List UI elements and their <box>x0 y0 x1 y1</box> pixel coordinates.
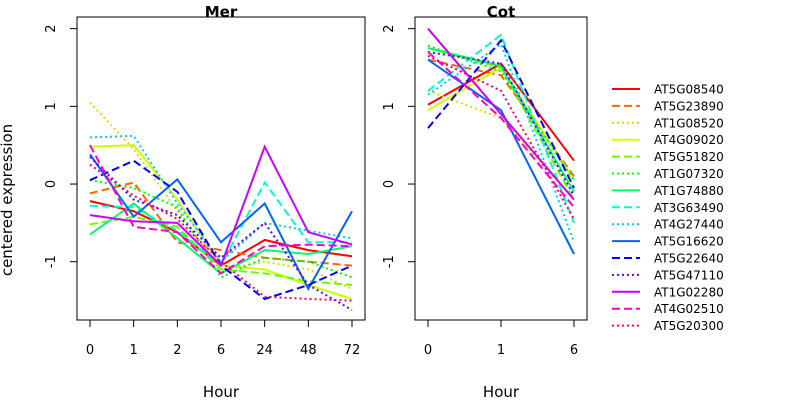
panel-title-cot: Cot <box>487 3 515 21</box>
legend-label: AT1G02280 <box>654 285 724 299</box>
series-line-at5g20300 <box>427 54 575 220</box>
series-line-at3g63490 <box>427 33 575 224</box>
panel-mer: Mer 0 1 2 6 24 48 72 -1 0 1 2 Hour <box>44 3 366 401</box>
x-tick-label: 48 <box>300 343 317 358</box>
series-line-at5g51820 <box>89 215 353 286</box>
y-tick-label: 1 <box>44 102 59 110</box>
series-line-at1g74880 <box>427 47 575 193</box>
series-line-at5g22640 <box>427 38 575 189</box>
legend-label: AT5G22640 <box>654 252 724 266</box>
legend-label: AT4G02510 <box>654 302 724 316</box>
x-tick-label: 1 <box>130 343 138 358</box>
series-line-at5g22640 <box>89 159 353 301</box>
legend-label: AT5G47110 <box>654 268 724 282</box>
series-line-at1g02280 <box>89 144 353 268</box>
series-line-at4g27440 <box>89 134 353 264</box>
y-tick-label: 0 <box>44 180 59 188</box>
y-axis-label: centered expression <box>0 124 16 276</box>
legend-label: AT5G23890 <box>654 99 724 113</box>
legend-label: AT5G08540 <box>654 83 724 97</box>
legend-label: AT5G51820 <box>654 150 724 164</box>
legend-label: AT5G16620 <box>654 235 724 249</box>
series-line-at1g02280 <box>427 28 575 201</box>
series-line-at4g02510 <box>89 144 353 275</box>
series-line-at5g16620 <box>427 58 575 255</box>
y-tick-label: -1 <box>44 255 59 268</box>
x-axis-cot: 0 1 6 <box>424 319 578 358</box>
legend-label: AT4G27440 <box>654 218 724 232</box>
x-axis-label-cot: Hour <box>483 383 520 400</box>
x-tick-label: 6 <box>217 343 225 358</box>
legend-label: AT1G08520 <box>654 116 724 130</box>
panel-cot: Cot 0 1 6 -1 0 1 2 Hour <box>382 3 588 401</box>
series-line-at4g09020 <box>89 144 353 300</box>
legend-label: AT5G20300 <box>654 319 724 333</box>
panel-title-mer: Mer <box>205 3 238 21</box>
legend-label: AT1G07320 <box>654 167 724 181</box>
legend-label: AT4G09020 <box>654 133 724 147</box>
series-line-at1g08520 <box>89 101 353 290</box>
series-line-at5g23890 <box>89 181 353 267</box>
y-tick-label: 1 <box>382 102 397 110</box>
series-line-at1g07320 <box>89 179 353 279</box>
series-lines-cot <box>427 28 575 255</box>
y-tick-label: -1 <box>382 255 397 268</box>
legend: AT5G08540 AT5G23890 AT1G08520 AT4G09020 AT5G… <box>612 83 724 333</box>
series-lines-mer <box>89 101 353 311</box>
x-axis-mer: 0 1 2 6 24 48 72 <box>86 319 361 358</box>
y-tick-label: 2 <box>382 25 397 33</box>
x-tick-label: 0 <box>86 343 94 358</box>
series-line-at5g47110 <box>89 156 353 311</box>
x-tick-label: 6 <box>570 343 578 358</box>
x-tick-label: 0 <box>424 343 432 358</box>
series-line-at5g08540 <box>427 62 575 162</box>
x-axis-label-mer: Hour <box>203 383 240 400</box>
series-line-at4g09020 <box>427 66 575 181</box>
series-line-at5g16620 <box>89 153 353 292</box>
y-axis-cot: -1 0 1 2 <box>382 25 416 268</box>
y-axis-mer: -1 0 1 2 <box>44 25 78 268</box>
legend-label: AT3G63490 <box>654 201 724 215</box>
x-tick-label: 1 <box>497 343 505 358</box>
y-tick-label: 2 <box>44 25 59 33</box>
x-tick-label: 72 <box>344 343 361 358</box>
x-tick-label: 24 <box>256 343 273 358</box>
y-tick-label: 0 <box>382 180 397 188</box>
x-tick-label: 2 <box>173 343 181 358</box>
legend-label: AT1G74880 <box>654 184 724 198</box>
